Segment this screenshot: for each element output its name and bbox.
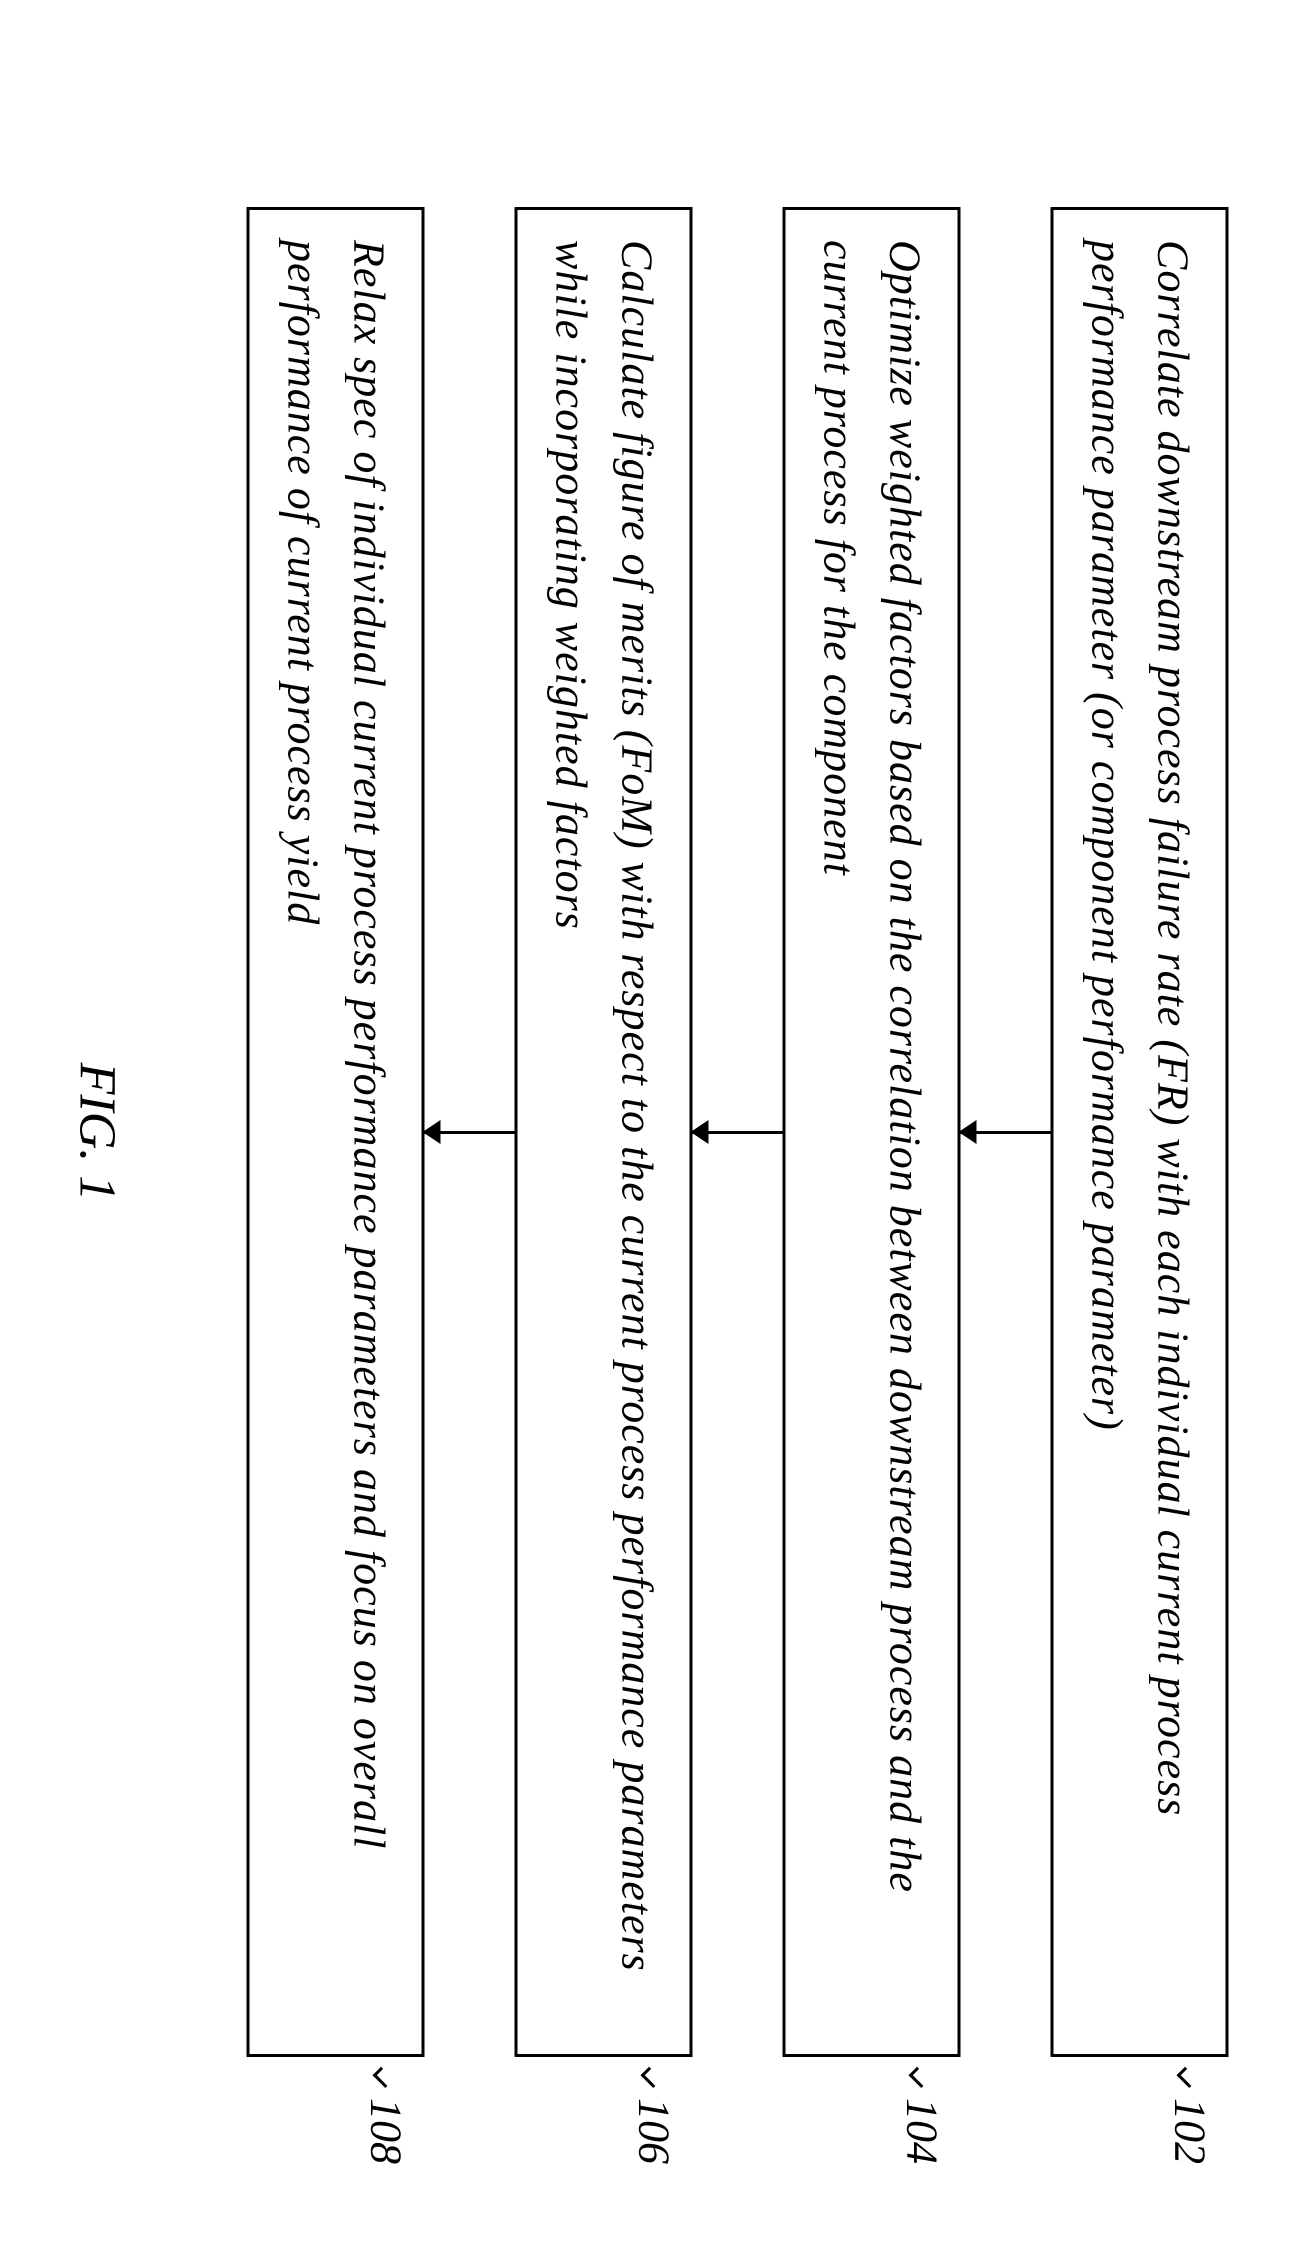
flow-node-label: 106 (628, 2074, 679, 2164)
flow-node-text: Correlate downstream process failure rat… (1073, 240, 1205, 2024)
arrow-icon (692, 1131, 782, 1134)
flow-node-text: Relax spec of individual current process… (269, 240, 401, 2024)
flow-node-106: Calculate figure of merits (FoM) with re… (514, 207, 692, 2057)
arrow-icon (424, 1131, 514, 1134)
flow-node-label: 104 (896, 2074, 947, 2164)
flow-node-label: 102 (1164, 2074, 1215, 2164)
tick-mark-icon (640, 2067, 661, 2088)
flow-node-text: Calculate figure of merits (FoM) with re… (537, 240, 669, 2024)
tick-mark-icon (1176, 2067, 1197, 2088)
flow-node-102: Correlate downstream process failure rat… (1050, 207, 1228, 2057)
flowchart-container: Correlate downstream process failure rat… (67, 132, 1228, 2132)
flow-node-text: Optimize weighted factors based on the c… (805, 240, 937, 2024)
flow-node-label: 108 (360, 2074, 411, 2164)
tick-mark-icon (908, 2067, 929, 2088)
figure-caption: FIG. 1 (67, 1063, 126, 1202)
flow-node-108: Relax spec of individual current process… (246, 207, 424, 2057)
tick-mark-icon (372, 2067, 393, 2088)
flow-node-104: Optimize weighted factors based on the c… (782, 207, 960, 2057)
arrow-icon (960, 1131, 1050, 1134)
